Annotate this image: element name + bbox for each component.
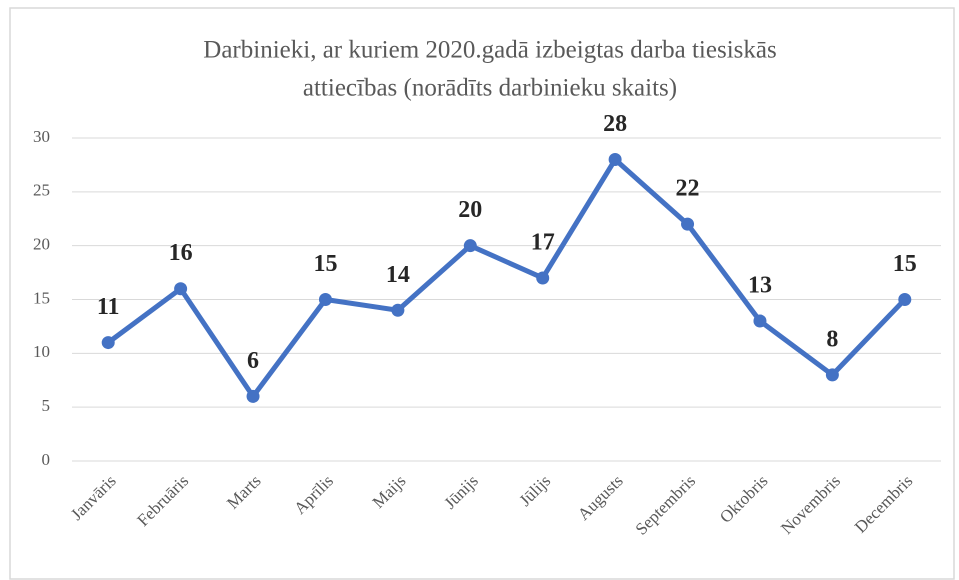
- data-label: 6: [247, 348, 259, 374]
- y-tick-label: 15: [33, 288, 50, 307]
- y-tick-label: 30: [33, 127, 50, 146]
- data-label: 28: [603, 111, 627, 137]
- data-label: 15: [893, 251, 917, 277]
- data-point: [174, 282, 188, 296]
- data-label: 22: [676, 176, 700, 202]
- data-point: [608, 153, 622, 167]
- data-point: [825, 368, 839, 382]
- data-point: [246, 389, 260, 403]
- data-label: 17: [531, 229, 555, 255]
- data-label: 13: [748, 273, 772, 299]
- data-label: 8: [826, 326, 838, 352]
- y-tick-label: 20: [33, 235, 50, 254]
- data-point: [753, 314, 767, 328]
- chart-title: attiecības (norādīts darbinieku skaits): [303, 75, 677, 102]
- data-line: [106, 157, 907, 399]
- data-point: [681, 217, 695, 231]
- y-tick-label: 5: [42, 396, 51, 415]
- data-point: [463, 239, 477, 253]
- data-point: [898, 293, 912, 306]
- data-point: [536, 271, 550, 285]
- chart-frame: [9, 7, 955, 580]
- y-tick-label: 10: [33, 342, 50, 361]
- data-label: 15: [313, 251, 337, 277]
- data-point: [318, 293, 332, 306]
- data-label: 16: [169, 240, 193, 266]
- y-tick-label: 25: [33, 181, 50, 200]
- data-label: 11: [97, 294, 120, 320]
- data-point: [101, 336, 115, 350]
- y-tick-label: 0: [42, 450, 51, 469]
- data-label: 14: [386, 262, 410, 288]
- chart-title: Darbinieki, ar kuriem 2020.gadā izbeigta…: [203, 37, 776, 64]
- data-point: [391, 303, 405, 317]
- data-label: 20: [458, 197, 482, 223]
